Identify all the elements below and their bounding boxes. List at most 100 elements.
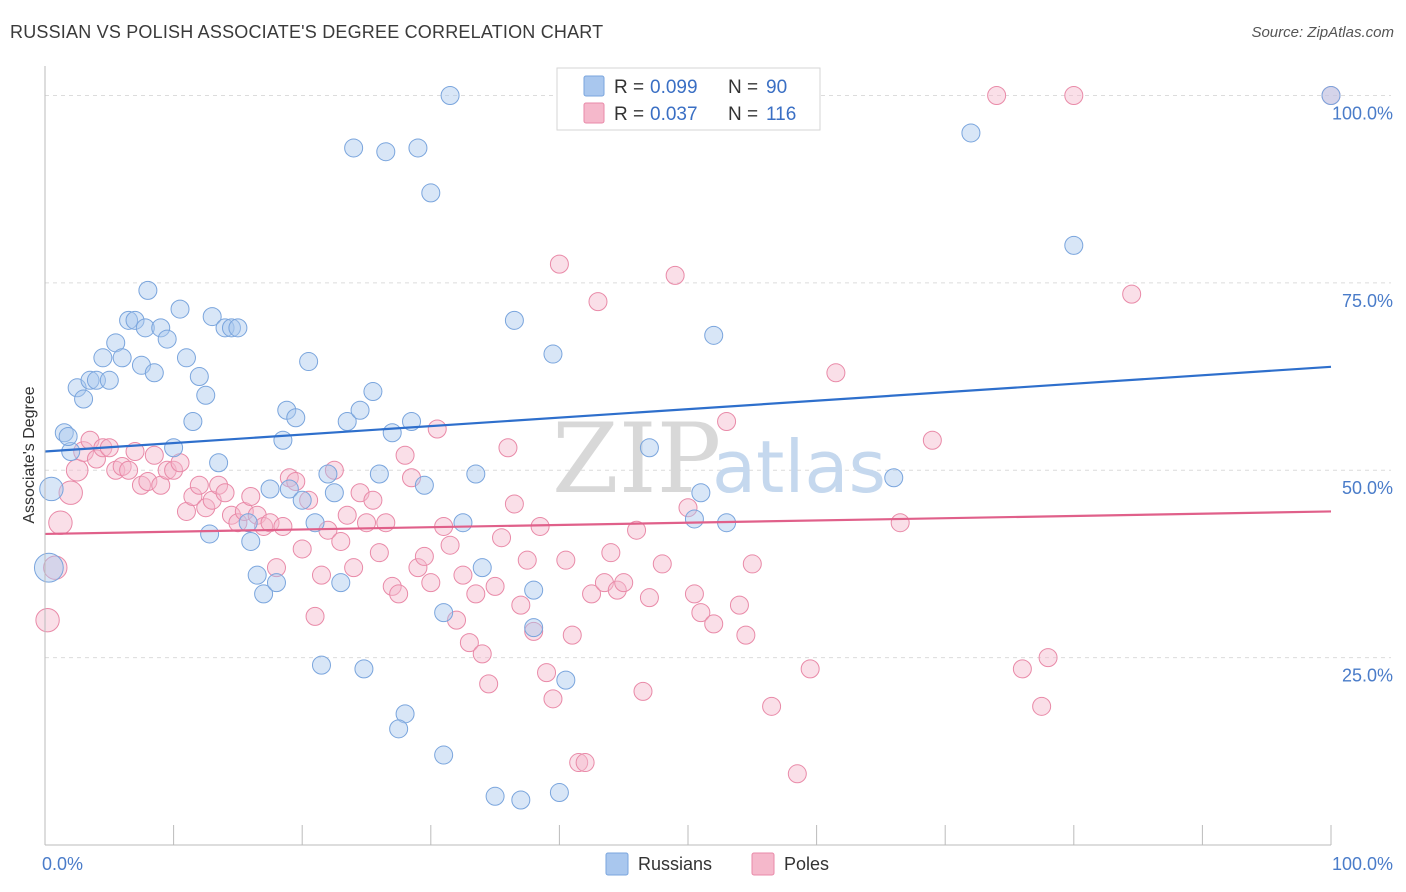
- point-russians-78: [684, 509, 704, 529]
- point-poles-72: [504, 494, 524, 514]
- point-poles-41: [305, 606, 325, 626]
- legend-n-label-russians: N =: [728, 77, 758, 98]
- point-poles-38: [286, 471, 306, 491]
- point-poles-22: [183, 486, 203, 506]
- y-tick-label-25: 25.0%: [1342, 666, 1393, 686]
- trend-line-poles: [44, 510, 1332, 536]
- point-poles-97: [691, 603, 711, 623]
- point-russians-21: [164, 438, 184, 458]
- point-poles-84: [582, 584, 602, 604]
- point-poles-35: [266, 558, 286, 578]
- point-russians-47: [318, 464, 338, 484]
- point-poles-36: [273, 516, 293, 536]
- point-russians-36: [254, 584, 274, 604]
- point-russians-39: [273, 430, 293, 450]
- point-russians-45: [305, 513, 325, 533]
- axes: [44, 66, 1332, 846]
- point-poles-95: [678, 498, 698, 518]
- point-russians-88: [1321, 85, 1341, 105]
- y-axis-label: Associate's Degree: [21, 386, 38, 523]
- point-poles-91: [633, 681, 653, 701]
- point-russians-44: [299, 352, 319, 372]
- point-russians-33: [238, 513, 258, 533]
- x-tick-label-max: 100.0%: [1332, 854, 1393, 874]
- point-poles-101: [736, 625, 756, 645]
- point-poles-113: [1064, 85, 1084, 105]
- point-poles-59: [421, 573, 441, 593]
- point-russians-23: [176, 348, 196, 368]
- point-poles-50: [363, 490, 383, 510]
- point-russians-20: [157, 329, 177, 349]
- point-russians-4: [58, 427, 78, 447]
- legend-r-value-poles: 0.037: [650, 104, 698, 125]
- bottom-legend-label-poles: Poles: [784, 854, 829, 874]
- point-russians-73: [524, 580, 544, 600]
- point-russians-60: [408, 138, 428, 158]
- point-russians-16: [135, 318, 155, 338]
- point-russians-30: [221, 318, 241, 338]
- point-poles-44: [324, 460, 344, 480]
- point-russians-51: [344, 138, 364, 158]
- point-poles-108: [922, 430, 942, 450]
- point-russians-31: [228, 318, 248, 338]
- legend-swatch-russians: [583, 75, 605, 97]
- point-poles-71: [498, 438, 518, 458]
- point-russians-48: [324, 483, 344, 503]
- point-poles-42: [311, 565, 331, 585]
- point-russians-12: [112, 348, 132, 368]
- point-russians-25: [189, 367, 209, 387]
- point-poles-13: [125, 442, 145, 461]
- point-russians-13: [119, 310, 139, 330]
- point-poles-89: [614, 573, 634, 593]
- point-russians-6: [74, 389, 94, 409]
- point-poles-15: [138, 471, 158, 491]
- point-poles-29: [228, 513, 248, 533]
- point-poles-60: [427, 419, 447, 439]
- point-poles-46: [337, 505, 357, 525]
- point-poles-14: [131, 475, 151, 495]
- trend-lines: [44, 365, 1332, 536]
- point-russians-72: [524, 618, 544, 638]
- point-poles-98: [704, 614, 724, 634]
- point-russians-35: [247, 565, 267, 585]
- legend-n-label-poles: N =: [728, 104, 758, 125]
- point-russians-43: [292, 490, 312, 510]
- legend-n-value-russians: 90: [766, 77, 787, 98]
- point-russians-32: [200, 524, 220, 544]
- point-poles-82: [569, 753, 589, 773]
- point-poles-111: [1038, 648, 1058, 668]
- point-poles-55: [395, 445, 415, 465]
- point-poles-78: [543, 689, 563, 709]
- point-poles-83: [575, 753, 595, 773]
- point-russians-74: [543, 344, 563, 364]
- y-tick-labels: 100.0% 75.0% 50.0% 25.0%: [1332, 103, 1393, 685]
- point-russians-14: [125, 310, 145, 330]
- point-poles-69: [485, 576, 505, 596]
- point-russians-24: [183, 412, 203, 432]
- legend-r-value-russians: 0.099: [650, 77, 698, 98]
- point-poles-103: [762, 696, 782, 716]
- point-poles-62: [440, 535, 460, 555]
- source-label: Source: ZipAtlas.com: [1251, 24, 1394, 41]
- point-russians-56: [376, 142, 396, 162]
- legend-r-label-poles: R =: [614, 104, 644, 125]
- point-russians-28: [209, 453, 229, 473]
- point-russians-7: [80, 370, 100, 390]
- point-poles-0: [35, 607, 60, 633]
- point-poles-47: [344, 558, 364, 578]
- stats-legend: R = 0.099 N = 90 R = 0.037 N = 116: [556, 67, 821, 131]
- point-russians-41: [279, 479, 299, 499]
- bottom-legend-label-russians: Russians: [638, 854, 712, 874]
- bottom-legend-swatch-poles: [751, 852, 775, 876]
- x-tick-label-min: 0.0%: [42, 854, 83, 874]
- point-poles-94: [665, 265, 685, 285]
- point-poles-27: [215, 483, 235, 503]
- point-poles-99: [717, 412, 737, 432]
- point-poles-81: [562, 625, 582, 645]
- point-russians-53: [354, 659, 374, 679]
- point-russians-80: [704, 325, 724, 345]
- point-russians-77: [639, 438, 659, 458]
- point-russians-42: [286, 408, 306, 428]
- point-poles-67: [472, 644, 492, 664]
